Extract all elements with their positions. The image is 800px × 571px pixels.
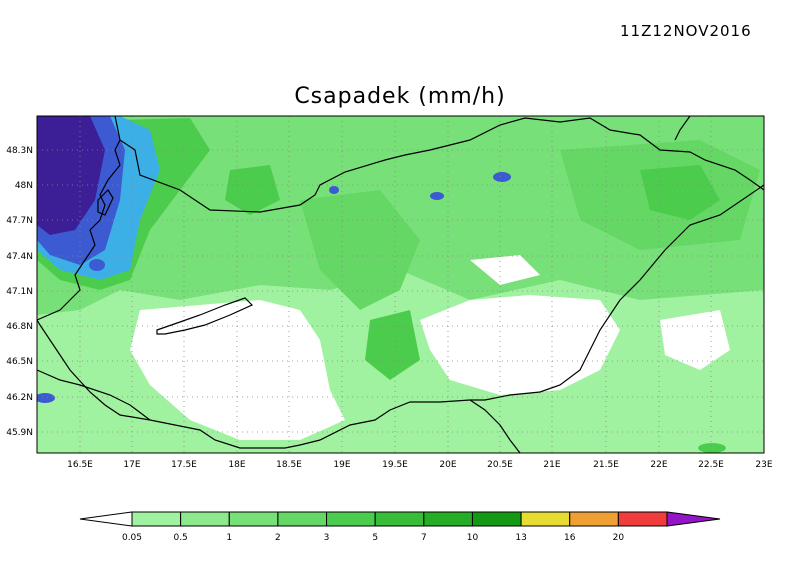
colorbar-box [617, 511, 668, 527]
colorbar-level-label: 2 [275, 533, 281, 543]
precip-area-3mm-center [365, 310, 420, 380]
colorbar-box [374, 511, 425, 527]
colorbar-box [131, 511, 182, 527]
lon-tick-label: 17E [123, 460, 140, 470]
lon-tick-label: 21E [543, 460, 560, 470]
border-croatia [36, 369, 151, 421]
lat-tick-label: 47.4N [6, 252, 33, 262]
precip-spot [89, 259, 105, 271]
lat-tick-label: 48N [15, 181, 33, 191]
map-grid [37, 116, 764, 453]
border-ukraine [674, 115, 691, 141]
colorbar-level-label: 20 [613, 533, 625, 543]
colorbar-level-label: 5 [372, 533, 378, 543]
lake-balaton [156, 297, 254, 335]
map-title: Csapadek (mm/h) [294, 84, 506, 109]
precip-area-3mm-east [640, 165, 720, 220]
colorbar-level-label: 13 [515, 533, 526, 543]
dry-zone-east [420, 295, 620, 395]
lon-tick-label: 17.5E [171, 460, 197, 470]
precip-spot [430, 192, 444, 200]
country-borders [36, 115, 765, 454]
precip-spot [329, 186, 339, 194]
latitude-labels: 48.3N 48N 47.7N 47.4N 47.1N 46.8N 46.5N 46.2N 45… [6, 146, 33, 438]
colorbar-level-label: 3 [324, 533, 330, 543]
lake-neusiedl [97, 189, 114, 216]
colorbar-level-label: 0.5 [173, 533, 187, 543]
longitude-labels: 16.5E 17E 17.5E 18E 18.5E 19E 19.5E 20E 20.5E 21E… [67, 460, 773, 470]
lat-tick-label: 46.5N [6, 357, 33, 367]
border-north [114, 115, 765, 213]
lon-tick-label: 22.5E [698, 460, 724, 470]
colorbar-box [326, 511, 376, 527]
colorbar-box [228, 511, 279, 527]
precip-area-2mm [300, 190, 420, 310]
precip-area-3mm-north [225, 165, 280, 215]
colorbar-arrow-low [79, 511, 133, 527]
lon-tick-label: 19.5E [382, 460, 408, 470]
lat-tick-label: 45.9N [6, 428, 33, 438]
precip-area-20mm [37, 116, 105, 235]
colorbar-box [277, 511, 328, 527]
border-west [36, 139, 121, 321]
lon-tick-label: 20E [439, 460, 456, 470]
colorbar-box [180, 511, 230, 527]
colorbar-box [569, 511, 619, 527]
lon-tick-label: 20.5E [487, 460, 513, 470]
border-romania-serbia [469, 399, 521, 454]
lat-tick-label: 46.2N [6, 393, 33, 403]
lon-tick-label: 22E [650, 460, 667, 470]
colorbar-level-label: 10 [467, 533, 479, 543]
dry-zone-southeast [660, 310, 730, 370]
precip-spot [37, 393, 55, 403]
lat-tick-label: 48.3N [6, 146, 33, 156]
lon-tick-label: 21.5E [593, 460, 619, 470]
colorbar-level-label: 1 [226, 533, 232, 543]
precip-field [37, 116, 764, 453]
lon-tick-label: 18E [228, 460, 245, 470]
forecast-timestamp: 11Z12NOV2016 [620, 22, 752, 40]
colorbar-level-label: 0.05 [122, 533, 142, 543]
lon-tick-label: 18.5E [276, 460, 302, 470]
lon-tick-label: 19E [333, 460, 350, 470]
border-south [36, 184, 765, 449]
colorbar-level-label: 7 [421, 533, 427, 543]
lat-tick-label: 47.7N [6, 216, 33, 226]
dry-zone-west [130, 300, 345, 440]
colorbar-level-label: 16 [564, 533, 576, 543]
precip-spot [698, 443, 726, 453]
colorbar-box [471, 511, 522, 527]
lat-tick-label: 47.1N [6, 287, 33, 297]
colorbar-box [423, 511, 473, 527]
dry-zone-small [470, 255, 540, 285]
precip-spot [493, 172, 511, 182]
colorbar-box [520, 511, 571, 527]
plot-frame [36, 115, 765, 454]
colorbar: 0.05 0.5 1 2 3 5 7 10 13 16 20 [79, 511, 721, 543]
lon-tick-label: 16.5E [67, 460, 93, 470]
colorbar-arrow-high [666, 511, 721, 527]
lat-tick-label: 46.8N [6, 322, 33, 332]
lon-tick-label: 23E [755, 460, 772, 470]
